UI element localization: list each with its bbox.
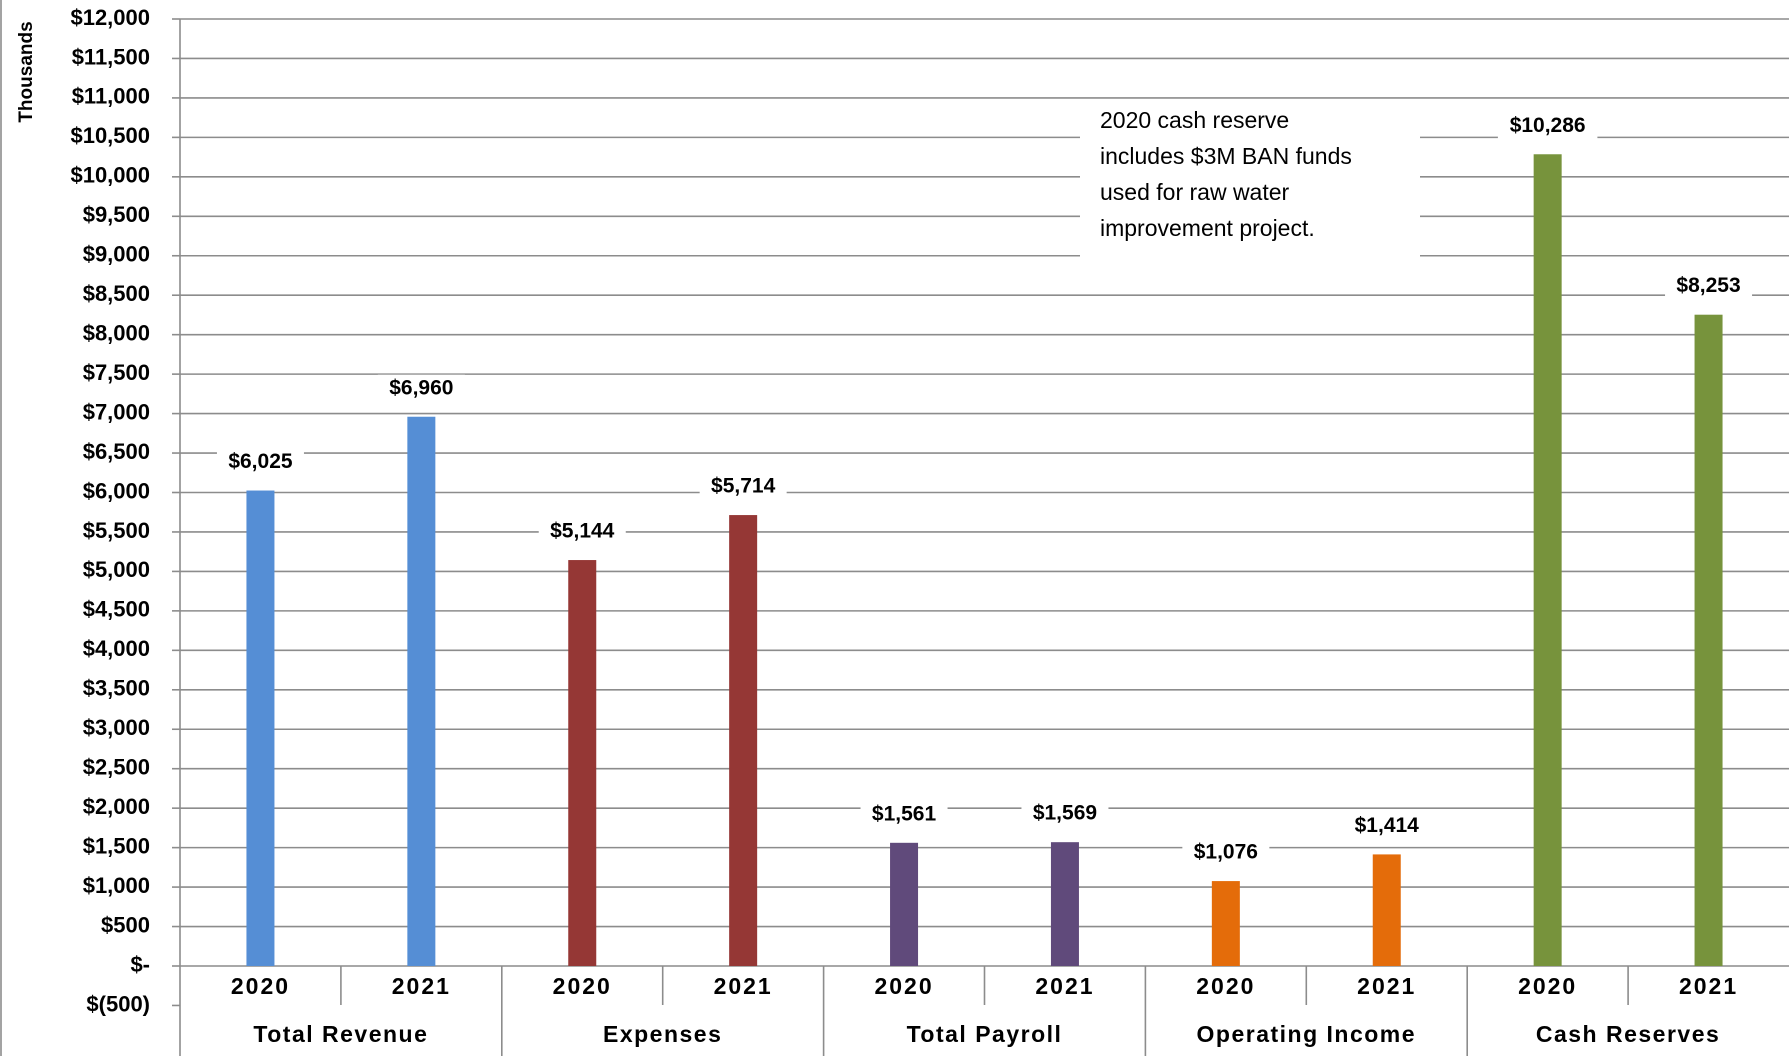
annotation: 2020 cash reserve includes $3M BAN funds u…: [1080, 100, 1420, 260]
y-tick-label: $11,000: [72, 84, 150, 109]
y-tick-label: $500: [101, 912, 150, 937]
data-label-bg: [860, 800, 948, 829]
x-category-label: 2020: [553, 973, 612, 999]
x-category-label: 2020: [1518, 973, 1577, 999]
annotation-line: includes $3M BAN funds: [1100, 143, 1352, 169]
data-label: $5,714: [711, 475, 776, 498]
y-tick-label: $7,500: [83, 360, 150, 385]
bar-expenses-2020: [568, 560, 597, 966]
y-tick-label: $10,000: [70, 163, 150, 188]
bar-operating-income-2020: [1211, 881, 1240, 966]
y-tick-label: $1,500: [83, 833, 150, 858]
bar-cash-reserves-2020: [1533, 154, 1562, 966]
x-category-label: 2021: [1679, 973, 1738, 999]
bar-expenses-2021: [729, 515, 758, 966]
x-category-label: 2021: [1357, 973, 1416, 999]
x-category-label: 2020: [231, 973, 290, 999]
gridlines: [180, 18, 1789, 928]
y-tick-label: $4,000: [83, 636, 150, 661]
data-label-bg: [1497, 112, 1598, 141]
y-tick-label: $10,500: [70, 123, 150, 148]
y-tick-label: $5,000: [83, 557, 150, 582]
y-tick-label: $7,000: [83, 399, 150, 424]
data-label-bg: [1021, 800, 1109, 829]
group-label: Total Revenue: [253, 1021, 428, 1047]
y-tick-label: $1,000: [83, 873, 150, 898]
data-label: $1,414: [1355, 814, 1420, 837]
data-label-bg: [538, 518, 626, 547]
y-tick-label: $(500): [86, 991, 150, 1016]
y-tick-label: $12,000: [70, 5, 150, 30]
y-tick-label: $4,500: [83, 597, 150, 622]
data-label-bg: [699, 473, 787, 502]
data-label: $8,253: [1676, 274, 1740, 297]
group-label: Operating Income: [1197, 1021, 1417, 1047]
y-tick-label: $8,000: [83, 320, 150, 345]
data-label-bg: [216, 448, 304, 477]
data-label-bg: [1665, 272, 1753, 301]
data-label-bg: [1343, 812, 1431, 841]
x-category-label: 2020: [874, 973, 933, 999]
data-label: $1,076: [1194, 841, 1258, 864]
y-tick-label: $-: [130, 952, 150, 977]
data-label: $6,025: [228, 450, 293, 473]
y-axis-title-bg: [14, 20, 40, 124]
y-axis-title: Thousands: [16, 21, 37, 122]
bar-total-revenue-2020: [246, 490, 275, 966]
bars: [246, 154, 1723, 966]
data-label-bg: [1182, 839, 1270, 868]
data-label: $5,144: [550, 520, 615, 543]
annotation-line: improvement project.: [1100, 215, 1315, 241]
y-tick-label: $3,000: [83, 715, 150, 740]
bar-total-payroll-2020: [890, 842, 919, 966]
y-tick-label: $9,500: [83, 202, 150, 227]
bar-total-revenue-2021: [407, 416, 436, 966]
x-category-label: 2021: [714, 973, 773, 999]
y-tick-label: $9,000: [83, 242, 150, 267]
data-labels: $6,025 $6,960 $5,144 $5,714 $1,561 $1,569 $1,0…: [216, 112, 1753, 868]
bar-cash-reserves-2021: [1694, 314, 1723, 966]
y-tick-label: $2,000: [83, 794, 150, 819]
annotation-line: used for raw water: [1100, 179, 1290, 205]
y-tick-labels: $(500) $- $500 $1,000 $1,500 $2,000 $2,500 $3,0…: [70, 5, 150, 1016]
bar-total-payroll-2021: [1050, 842, 1079, 966]
group-label: Cash Reserves: [1536, 1021, 1720, 1047]
annotation-line: 2020 cash reserve: [1100, 107, 1289, 133]
y-tick-label: $8,500: [83, 281, 150, 306]
group-label: Total Payroll: [907, 1021, 1063, 1047]
y-tick-label: $6,500: [83, 439, 150, 464]
data-label-bg: [377, 374, 465, 403]
bar-operating-income-2021: [1372, 854, 1401, 966]
data-label: $6,960: [389, 376, 453, 399]
data-label: $1,561: [872, 802, 937, 825]
x-category-labels: 2020 2021 Total Revenue 2020 2021 Expenses 202…: [231, 973, 1738, 1047]
y-tick-label: $11,500: [72, 44, 150, 69]
data-label: $1,569: [1033, 802, 1097, 825]
y-tick-label: $3,500: [83, 676, 150, 701]
y-tick-label: $5,500: [83, 518, 150, 543]
group-label: Expenses: [603, 1021, 722, 1047]
x-category-label: 2020: [1196, 973, 1255, 999]
x-category-label: 2021: [392, 973, 451, 999]
y-tick-label: $2,500: [83, 755, 150, 780]
annotation-box: [1080, 100, 1420, 260]
y-tick-label: $6,000: [83, 478, 150, 503]
data-label: $10,286: [1510, 114, 1586, 137]
x-category-label: 2021: [1035, 973, 1094, 999]
